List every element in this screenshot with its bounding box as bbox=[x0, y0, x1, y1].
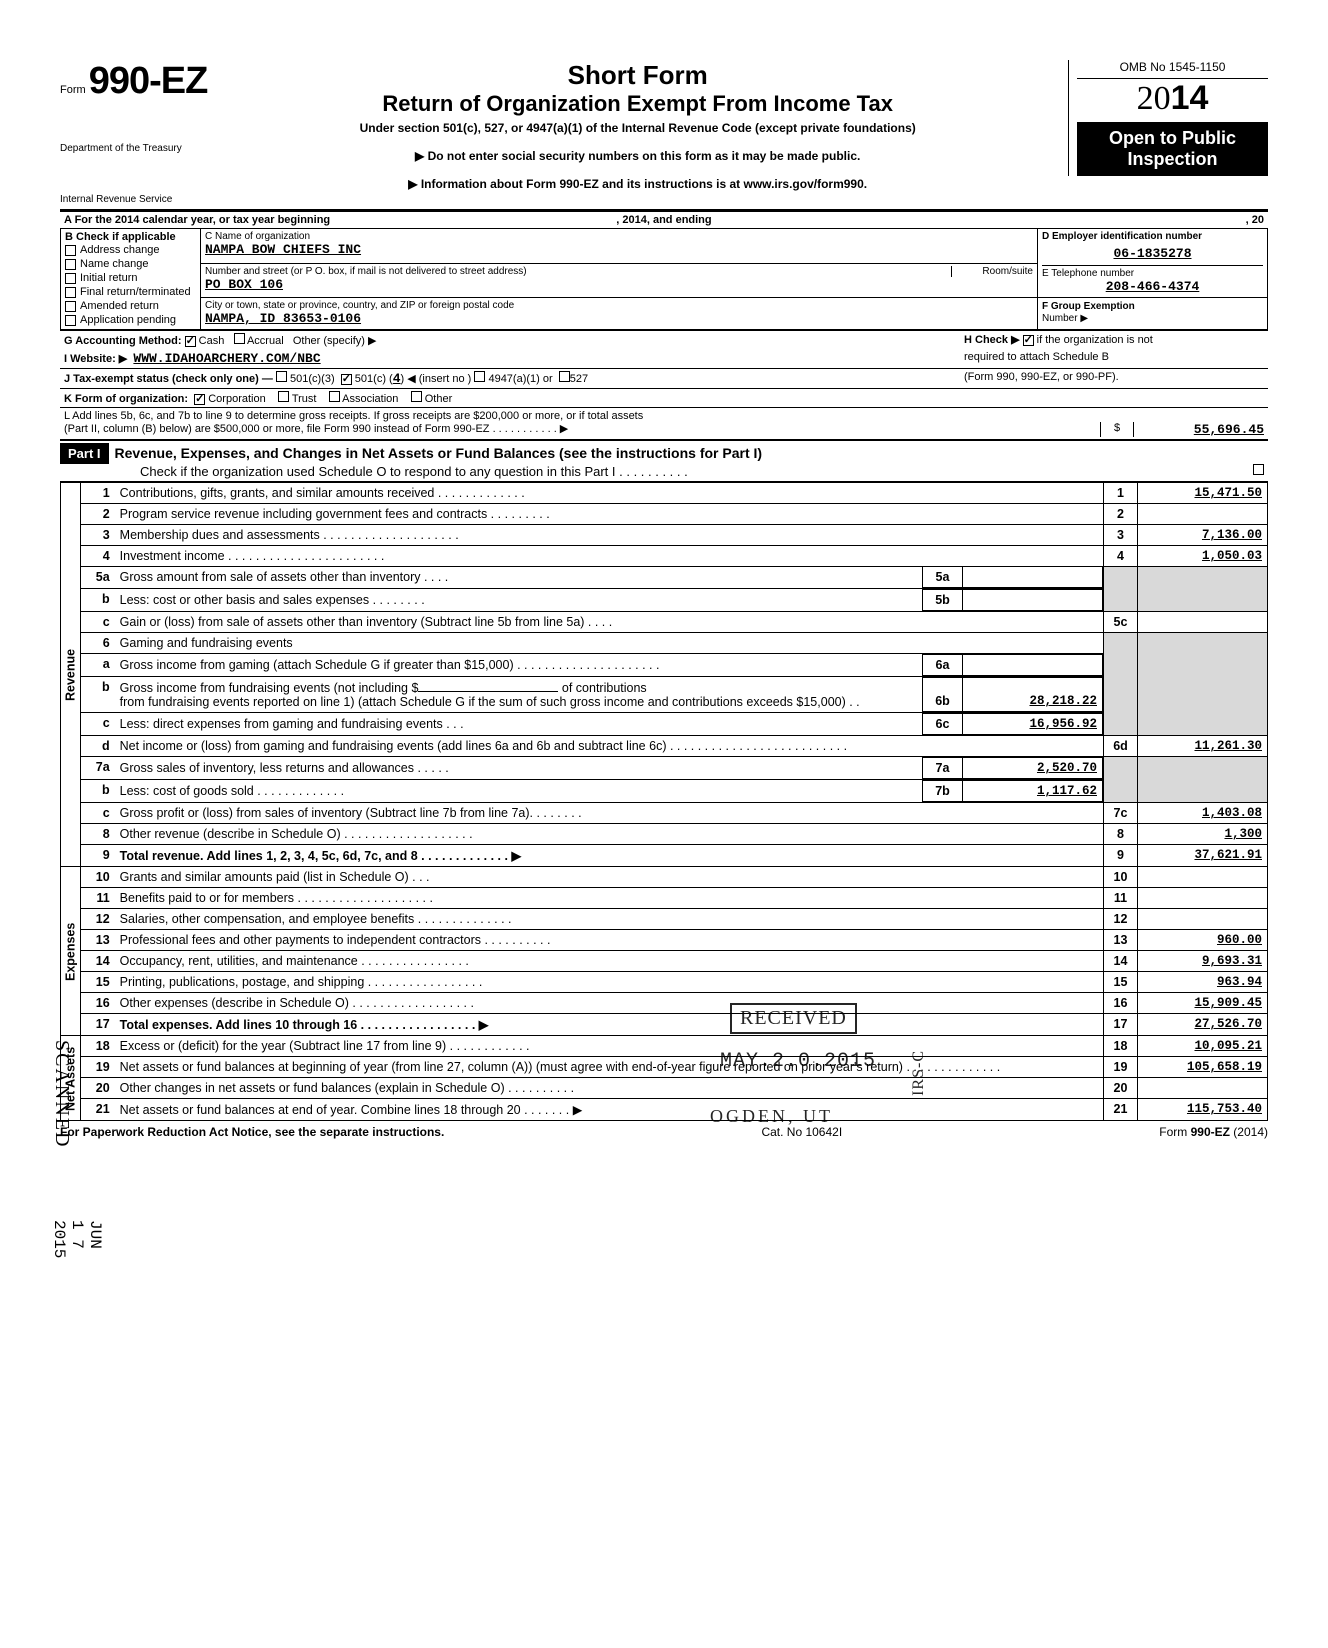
title-short: Short Form bbox=[217, 60, 1058, 91]
title-arrow1: ▶ Do not enter social security numbers o… bbox=[217, 149, 1058, 163]
chk-initial[interactable]: Initial return bbox=[80, 272, 137, 284]
title-under: Under section 501(c), 527, or 4947(a)(1)… bbox=[217, 121, 1058, 135]
line21-val: 115,753.40 bbox=[1138, 1099, 1268, 1121]
form-number: 990-EZ bbox=[89, 60, 208, 102]
street: PO BOX 106 bbox=[205, 277, 1033, 292]
line6d-val: 11,261.30 bbox=[1138, 736, 1268, 757]
line14-val: 9,693.31 bbox=[1138, 951, 1268, 972]
line7c-val: 1,403.08 bbox=[1138, 803, 1268, 824]
row-g-h: G Accounting Method: Cash Accrual Other … bbox=[60, 330, 1268, 349]
chk-name[interactable]: Name change bbox=[80, 258, 149, 270]
chk-address[interactable]: Address change bbox=[80, 244, 160, 256]
row-j: J Tax-exempt status (check only one) — 5… bbox=[60, 368, 1268, 388]
chk-final[interactable]: Final return/terminated bbox=[80, 286, 191, 298]
line13-val: 960.00 bbox=[1138, 930, 1268, 951]
form-prefix: Form bbox=[60, 84, 86, 96]
year-bold: 14 bbox=[1171, 79, 1209, 117]
footer-form: Form 990-EZ (2014) bbox=[1159, 1125, 1268, 1139]
title-main: Return of Organization Exempt From Incom… bbox=[217, 91, 1058, 117]
row-k: K Form of organization: Corporation Trus… bbox=[60, 388, 1268, 407]
line9-val: 37,621.91 bbox=[1138, 845, 1268, 867]
line7b-val: 1,117.62 bbox=[963, 781, 1103, 802]
line7a-val: 2,520.70 bbox=[963, 758, 1103, 779]
chk-cash[interactable] bbox=[185, 336, 196, 347]
title-arrow2: ▶ Information about Form 990-EZ and its … bbox=[217, 177, 1058, 191]
chk-schedule-b[interactable] bbox=[1023, 335, 1034, 346]
section-b: B Check if applicable Address change Nam… bbox=[61, 229, 201, 330]
section-f: F Group Exemption Number ▶ bbox=[1038, 298, 1268, 330]
dept-irs: Internal Revenue Service bbox=[60, 194, 207, 205]
chk-amended[interactable]: Amended return bbox=[80, 300, 159, 312]
line4-val: 1,050.03 bbox=[1138, 546, 1268, 567]
footer: For Paperwork Reduction Act Notice, see … bbox=[60, 1125, 1268, 1139]
open-to-public: Open to PublicInspection bbox=[1077, 122, 1268, 176]
phone: 208-466-4374 bbox=[1042, 279, 1263, 294]
line15-val: 963.94 bbox=[1138, 972, 1268, 993]
lines-table: Revenue 1Contributions, gifts, grants, a… bbox=[60, 482, 1268, 1121]
top-grid: B Check if applicable Address change Nam… bbox=[60, 228, 1268, 330]
footer-cat: Cat. No 10642I bbox=[761, 1125, 842, 1139]
city: NAMPA, ID 83653-0106 bbox=[205, 311, 1033, 326]
omb-number: OMB No 1545-1150 bbox=[1077, 60, 1268, 79]
chk-corp[interactable] bbox=[194, 394, 205, 405]
side-scanned: SCANNED bbox=[50, 1040, 73, 1148]
chk-pending[interactable]: Application pending bbox=[80, 314, 176, 326]
row-l: L Add lines 5b, 6c, and 7b to line 9 to … bbox=[60, 407, 1268, 439]
chk-schedule-o[interactable] bbox=[1253, 464, 1264, 475]
line3-val: 7,136.00 bbox=[1138, 525, 1268, 546]
footer-pra: For Paperwork Reduction Act Notice, see … bbox=[60, 1125, 444, 1139]
section-d-e: D Employer identification number 06-1835… bbox=[1038, 229, 1268, 298]
header: Form 990-EZ Department of the Treasury I… bbox=[60, 60, 1268, 205]
line6b-val: 28,218.22 bbox=[963, 678, 1103, 712]
gross-receipts: 55,696.45 bbox=[1134, 422, 1264, 437]
section-c-street: Number and street (or P O. box, if mail … bbox=[201, 263, 1038, 298]
part-i-header: Part IRevenue, Expenses, and Changes in … bbox=[60, 439, 1268, 482]
line6c-val: 16,956.92 bbox=[963, 714, 1103, 735]
chk-501c[interactable] bbox=[341, 374, 352, 385]
line17-val: 27,526.70 bbox=[1138, 1014, 1268, 1036]
website: WWW.IDAHOARCHERY.COM/NBC bbox=[133, 351, 320, 366]
org-name: NAMPA BOW CHIEFS INC bbox=[205, 242, 1033, 257]
section-expenses: Expenses bbox=[61, 867, 81, 1036]
section-c-city: City or town, state or province, country… bbox=[201, 298, 1038, 330]
line8-val: 1,300 bbox=[1138, 824, 1268, 845]
dept-treasury: Department of the Treasury bbox=[60, 143, 207, 154]
line16-val: 15,909.45 bbox=[1138, 993, 1268, 1014]
line18-val: 10,095.21 bbox=[1138, 1036, 1268, 1057]
ein: 06-1835278 bbox=[1042, 246, 1263, 261]
section-revenue: Revenue bbox=[61, 483, 81, 867]
chk-accrual[interactable] bbox=[234, 333, 245, 344]
side-scan-date: JUN 1 7 2015 bbox=[50, 1220, 104, 1258]
form-page: Form 990-EZ Department of the Treasury I… bbox=[0, 0, 1328, 1179]
section-c-name: C Name of organization NAMPA BOW CHIEFS … bbox=[201, 229, 1038, 264]
line1-val: 15,471.50 bbox=[1138, 483, 1268, 504]
section-a: A For the 2014 calendar year, or tax yea… bbox=[60, 211, 1268, 228]
form-number-block: Form 990-EZ Department of the Treasury I… bbox=[60, 60, 207, 205]
row-i: I Website: ▶ WWW.IDAHOARCHERY.COM/NBC re… bbox=[60, 349, 1268, 368]
title-block: Short Form Return of Organization Exempt… bbox=[217, 60, 1058, 191]
line19-val: 105,658.19 bbox=[1138, 1057, 1268, 1078]
year-outline: 20 bbox=[1137, 80, 1171, 117]
right-box: OMB No 1545-1150 2014 Open to PublicInsp… bbox=[1068, 60, 1268, 176]
